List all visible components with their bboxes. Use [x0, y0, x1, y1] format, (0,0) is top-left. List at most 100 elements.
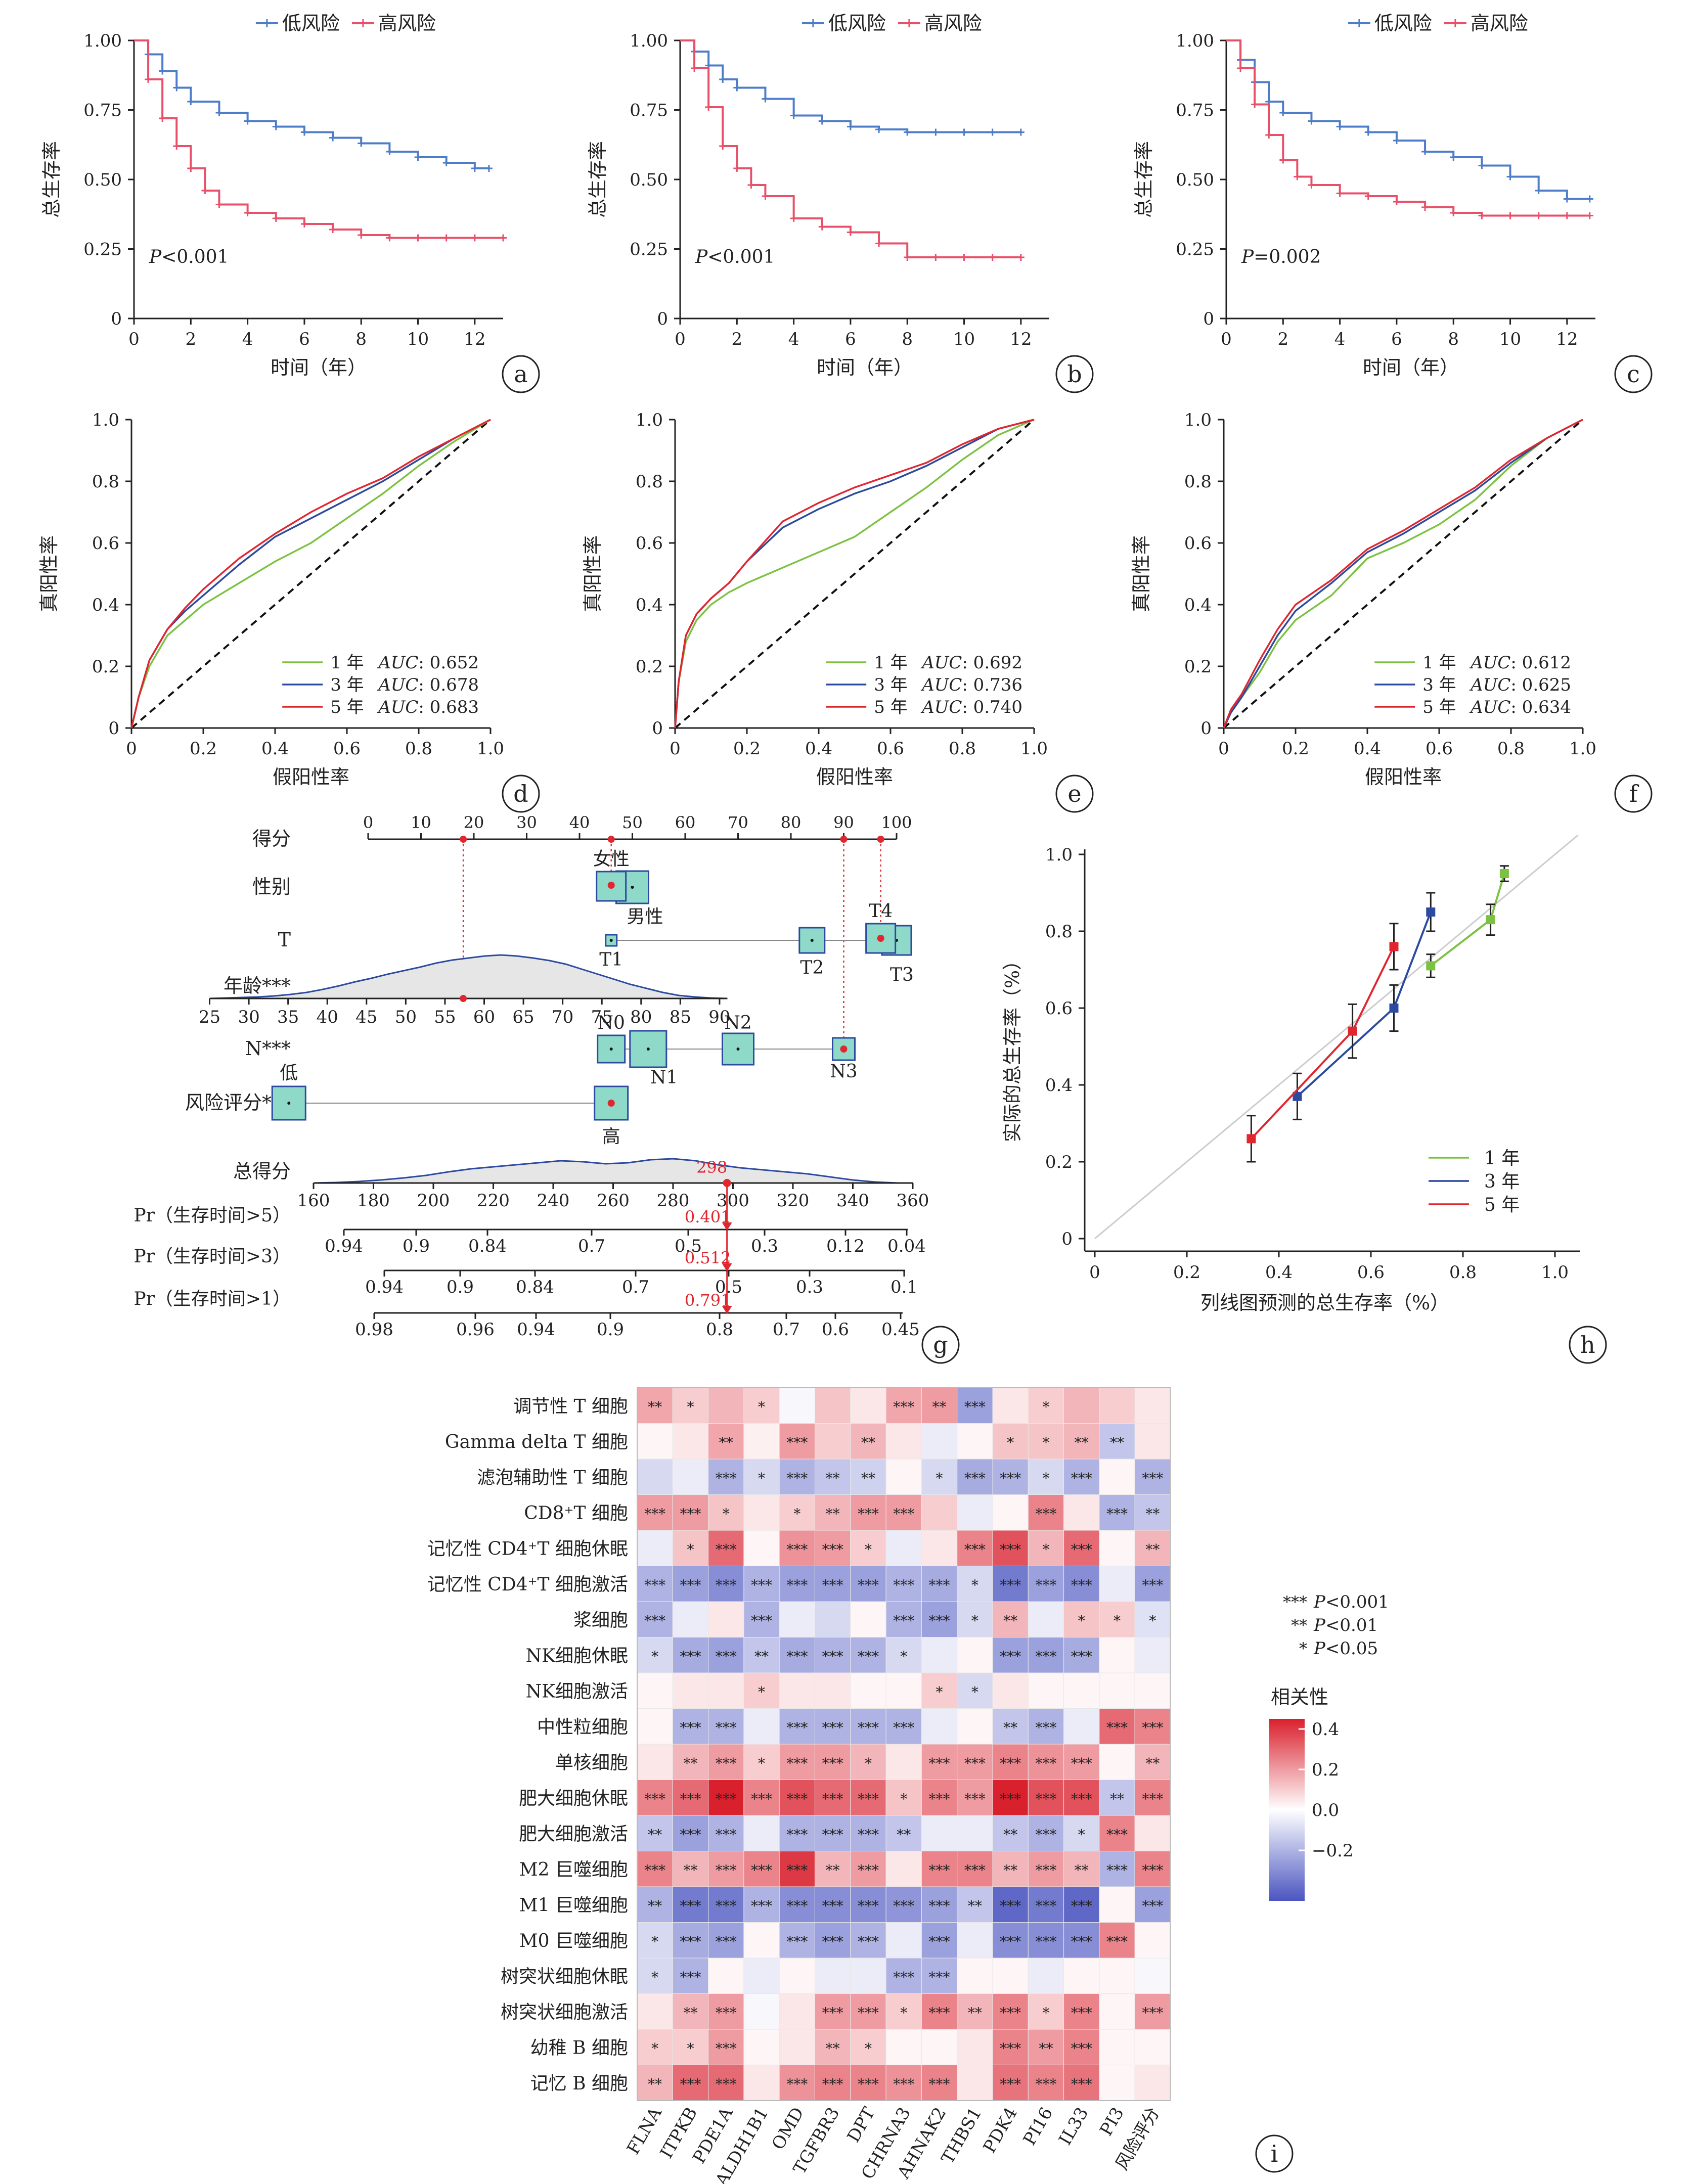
censor-mark: [1478, 212, 1486, 219]
panel-letter-circle: [1055, 355, 1094, 393]
box-center: [609, 1048, 613, 1051]
heatmap-stars: ***: [893, 1612, 914, 1629]
heatmap-stars: ***: [680, 1826, 701, 1843]
heatmap-cell: [1099, 1387, 1135, 1424]
censor-mark: [159, 115, 166, 122]
y-tick-label: 1.00: [1176, 31, 1214, 51]
censor-mark: [1364, 128, 1372, 136]
heatmap-cell: [779, 1566, 815, 1602]
censor-mark: [485, 165, 493, 172]
box-center: [736, 1048, 740, 1051]
auc-value: : 0.692: [962, 653, 1022, 673]
heatmap-cell: [743, 1993, 780, 2030]
censor-mark: [818, 223, 826, 231]
heatmap-cell: [957, 2065, 993, 2101]
series-line-5 年: [1223, 419, 1583, 729]
heatmap-column-label: PI16: [1019, 2104, 1057, 2149]
heatmap-stars: *: [758, 1755, 765, 1771]
censor-mark: [1563, 212, 1571, 219]
censor-mark: [145, 76, 152, 83]
heatmap-cell: [992, 1672, 1029, 1709]
heatmap-cell: [779, 1780, 815, 1816]
heatmap-stars: ***: [858, 1933, 879, 1950]
series-line-高风险: [680, 39, 1021, 258]
x-axis-title: 假阳性率: [816, 766, 893, 788]
sig-legend-text: P<0.001: [1313, 1592, 1389, 1612]
censor-mark: [442, 234, 450, 242]
x-tick-label: 2: [1277, 329, 1288, 349]
series-line-高风险: [1226, 39, 1590, 217]
heatmap-cell: [743, 1494, 780, 1531]
series-line-1 年: [674, 419, 1035, 729]
y-tick-label: 1.00: [630, 31, 668, 51]
heatmap-cell: [957, 2029, 993, 2065]
censor-mark: [1450, 154, 1457, 161]
heatmap-stars: ***: [644, 1791, 665, 1807]
x-tick-label: 10: [1499, 329, 1521, 349]
censor-mark: [818, 117, 826, 125]
censor-mark: [1478, 162, 1486, 169]
level-box-N1: [629, 1030, 667, 1068]
censor-mark: [1294, 173, 1301, 180]
heatmap-cell: [850, 1780, 886, 1816]
heatmap-cell: [743, 1530, 780, 1566]
censor-mark: [904, 254, 911, 261]
row-label-age: 年龄***: [224, 975, 291, 997]
heatmap-stars: ***: [822, 1648, 843, 1665]
pr5-tick-label: 0.04: [887, 1236, 926, 1256]
pr1-tick-label: 0.94: [517, 1320, 555, 1340]
heatmap-stars: ***: [716, 1791, 737, 1807]
censor-mark: [960, 128, 968, 136]
heatmap-cell: [1063, 1566, 1100, 1602]
heatmap-cell: [637, 1672, 673, 1709]
heatmap-cell: [672, 1601, 709, 1637]
heatmap-cell: [921, 1601, 958, 1637]
auc-value: : 0.683: [418, 697, 479, 717]
heatmap-stars: ***: [751, 1862, 772, 1879]
heatmap-row-label: 肥大细胞休眠: [519, 1788, 628, 1809]
censor-mark: [1586, 195, 1593, 203]
points-tick-label: 40: [569, 813, 590, 832]
heatmap-row-label: 单核细胞: [555, 1752, 628, 1773]
heatmap-stars: ***: [680, 2076, 701, 2092]
legend-label: 3 年: [1484, 1171, 1520, 1192]
censor-mark: [1308, 117, 1315, 125]
heatmap-row-label: 滤泡辅助性 T 细胞: [477, 1467, 628, 1488]
heatmap-cell: [1099, 1423, 1135, 1460]
x-tick-label: 0.8: [1497, 739, 1525, 759]
y-tick-label: 1.0: [1045, 845, 1073, 865]
heatmap-stars: *: [793, 1506, 800, 1522]
box-center: [631, 886, 634, 889]
heatmap-stars: ***: [822, 1719, 843, 1736]
censor-mark: [1279, 109, 1287, 116]
heatmap-cell: [1134, 1459, 1171, 1495]
heatmap-cell: [708, 1851, 744, 1887]
heatmap-stars: ***: [822, 1541, 843, 1558]
heatmap-stars: ***: [1142, 1791, 1163, 1807]
auc-label: AUC: [377, 675, 418, 695]
censor-mark: [300, 128, 308, 136]
heatmap-stars: ***: [929, 1969, 950, 1985]
age-tick-label: 80: [630, 1007, 652, 1027]
heatmap-cell: [1099, 1494, 1135, 1531]
censor-mark: [471, 234, 478, 242]
heatmap-cell: [1028, 1494, 1064, 1531]
heatmap-cell: [1099, 2065, 1135, 2101]
heatmap-stars: ***: [1071, 2005, 1092, 2021]
heatmap-cell: [637, 1851, 673, 1887]
heatmap-cell: [1063, 1494, 1100, 1531]
heatmap-cell: [815, 1851, 851, 1887]
heatmap-cell: [850, 1922, 886, 1959]
heatmap-cell: [1028, 1851, 1064, 1887]
x-tick-label: 0: [128, 329, 140, 349]
heatmap-cell: [1134, 1672, 1171, 1709]
heatmap-cell: [850, 1744, 886, 1780]
heatmap-stars: ***: [822, 2076, 843, 2092]
heatmap-cell: [637, 1459, 673, 1495]
heatmap-cell: [850, 1672, 886, 1709]
x-axis-title: 时间（年）: [271, 356, 367, 379]
heatmap-stars: ***: [751, 1791, 772, 1807]
auc-value: : 0.740: [962, 697, 1022, 717]
row-label-points: 得分: [252, 828, 291, 850]
panel-letter-circle: [921, 1326, 960, 1364]
